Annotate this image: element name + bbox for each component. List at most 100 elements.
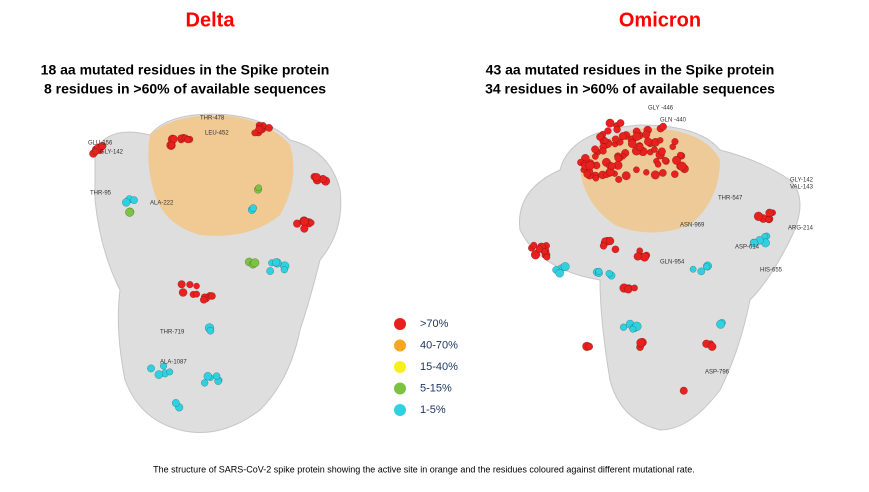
residue-sphere [199,295,208,304]
residue-sphere [716,319,726,329]
residue-sphere [632,132,642,141]
legend-label: >70% [420,318,449,330]
residue-sphere [656,136,664,144]
residue-sphere [266,267,275,276]
residue-label: THR-95 [90,191,112,197]
residue-label: ASP-614 [735,245,760,251]
residue-sphere [585,160,595,171]
residue-sphere [608,162,616,171]
residue-label: ALA-1087 [160,360,187,366]
residue-label: HIS-655 [760,268,783,274]
residue-sphere [203,371,213,381]
residue-sphere [633,166,640,174]
residue-sphere [171,399,180,407]
residue-label: GLN-954 [660,260,685,266]
residue-sphere [619,323,628,331]
residue-sphere [255,125,263,133]
caption: The structure of SARS-CoV-2 spike protei… [153,464,695,474]
residue-sphere [679,386,688,395]
residue-sphere [249,204,258,212]
panel-subtitle: 8 residues in >60% of available sequence… [44,81,326,97]
residue-label: THR-478 [200,116,225,122]
residue-sphere [651,146,658,153]
residue-sphere [280,266,288,274]
residue-label: THR-719 [160,330,185,336]
residue-sphere [125,207,135,217]
residue-sphere [592,174,600,182]
residue-sphere [604,127,612,135]
residue-sphere [308,219,315,227]
residue-sphere [599,147,607,155]
residue-sphere [601,137,609,145]
residue-sphere [591,145,599,154]
residue-sphere [555,268,564,278]
residue-sphere [654,160,662,168]
residue-sphere [265,123,274,132]
residue-sphere [98,141,107,150]
residue-sphere [633,252,642,261]
residue-sphere [689,265,697,273]
residue-sphere [611,135,620,144]
residue-sphere [535,245,544,253]
legend-label: 15-40% [420,361,458,373]
residue-sphere [147,364,155,373]
legend-label: 5-15% [420,382,452,394]
residue-sphere [599,242,608,250]
residue-sphere [312,172,321,182]
residue-sphere [121,198,131,207]
legend-label: 40-70% [420,339,458,351]
residue-sphere [530,250,541,260]
residue-sphere [670,170,679,179]
residue-label: THR-547 [718,196,743,202]
residue-sphere [658,169,667,177]
residue-sphere [703,263,711,271]
residue-sphere [212,372,221,380]
panel-title: Omicron [619,9,701,31]
residue-sphere [631,284,638,292]
residue-sphere [613,125,621,134]
residue-sphere [255,184,262,192]
residue-label: ASN-969 [680,223,705,229]
residue-sphere [543,253,551,261]
panel-subtitle: 18 aa mutated residues in the Spike prot… [41,62,330,78]
residue-sphere [206,326,215,335]
legend-swatch [394,404,406,416]
residue-sphere [166,368,174,376]
residue-sphere [530,241,538,249]
residue-label: LEU-452 [205,131,229,137]
residue-sphere [130,196,138,205]
residue-sphere [636,338,646,348]
residue-sphere [614,154,622,162]
residue-sphere [92,148,100,156]
residue-sphere [627,139,637,149]
legend-swatch [394,361,406,373]
residue-sphere [178,288,188,297]
residue-sphere [643,169,650,176]
panel-subtitle: 43 aa mutated residues in the Spike prot… [486,62,775,78]
residue-label: ARG-214 [788,226,814,232]
residue-sphere [177,280,186,289]
residue-sphere [749,238,759,248]
residue-label: GLY -446 [648,106,674,112]
residue-sphere [560,262,570,272]
active-site [580,128,720,233]
residue-sphere [167,141,176,149]
residue-sphere [251,129,259,137]
residue-sphere [697,267,706,276]
residue-sphere [595,267,603,275]
residue-sphere [193,290,201,298]
residue-sphere [753,211,764,222]
residue-sphere [606,236,615,246]
residue-sphere [591,153,599,160]
residue-label: ASP-796 [705,370,730,376]
residue-sphere [611,245,620,254]
residue-sphere [583,170,591,178]
residue-sphere [677,161,687,171]
residue-sphere [596,132,605,141]
residue-sphere [186,280,194,289]
residue-sphere [635,142,644,152]
residue-sphere [615,175,623,184]
residue-label: VAL-143 [790,185,814,191]
